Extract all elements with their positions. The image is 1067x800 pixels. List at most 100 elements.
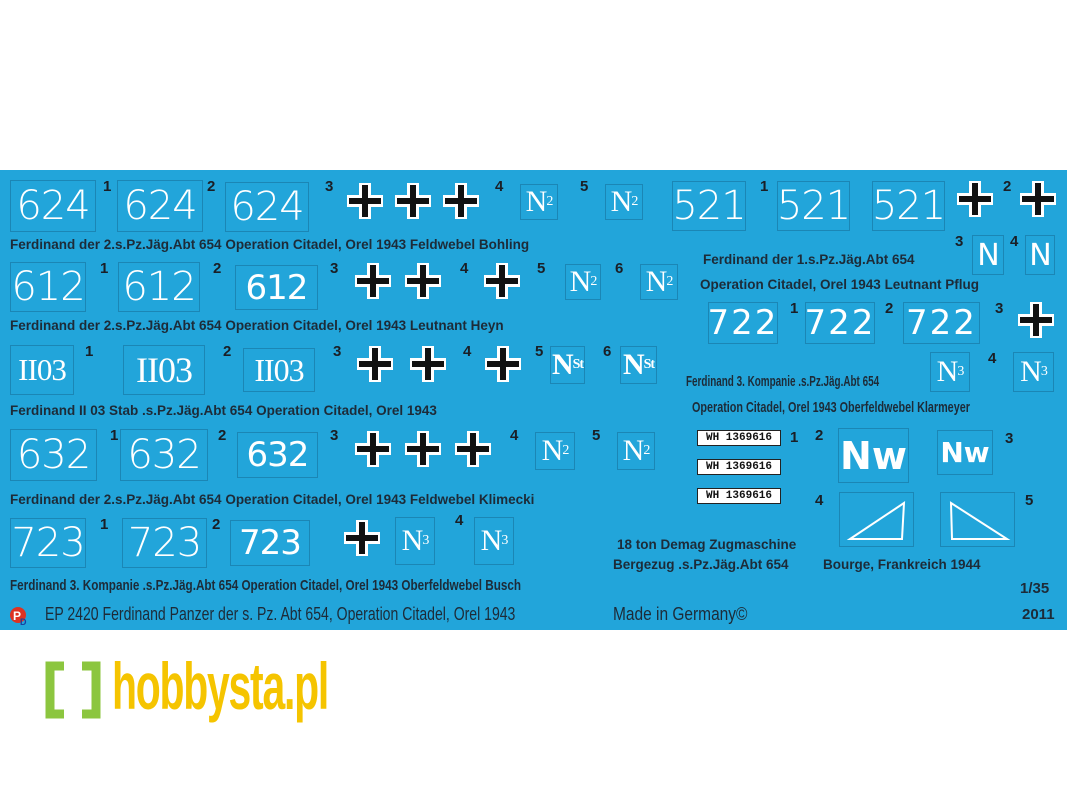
mark-letter: N bbox=[622, 348, 645, 381]
svg-text:D: D bbox=[20, 617, 27, 626]
balkenkreuz-icon bbox=[405, 263, 441, 299]
license-plate: WH 1369616 bbox=[697, 459, 781, 475]
decal-index: 4 bbox=[988, 350, 997, 367]
decal-index: 6 bbox=[603, 343, 612, 360]
caption: 18 ton Demag Zugmaschine bbox=[617, 537, 797, 552]
made-in-label: Made in Germany© bbox=[613, 604, 748, 624]
tactical-mark-nw: Nw bbox=[937, 430, 993, 475]
mark-letter: N bbox=[525, 185, 548, 218]
mark-sub: 3 bbox=[1040, 364, 1048, 379]
caption: Ferdinand 3. Kompanie .s.Pz.Jäg.Abt 654 bbox=[686, 373, 880, 390]
license-plate: WH 1369616 bbox=[697, 430, 781, 446]
decal-index: 3 bbox=[955, 233, 964, 250]
decal-index: 4 bbox=[463, 343, 472, 360]
tactical-mark: N bbox=[972, 235, 1004, 275]
decal-index: 1 bbox=[790, 300, 799, 317]
balkenkreuz-icon bbox=[443, 183, 479, 219]
mark-sub: 2 bbox=[631, 194, 638, 209]
decal-index: 3 bbox=[325, 178, 334, 195]
balkenkreuz-icon bbox=[484, 263, 520, 299]
mark-sub: St bbox=[643, 357, 655, 372]
tactical-mark-nw: Nw bbox=[838, 428, 909, 483]
decal-index: 2 bbox=[213, 260, 222, 277]
caption: Operation Citadel, Orel 1943 Leutnant Pf… bbox=[700, 277, 980, 292]
caption: Ferdinand II 03 Stab .s.Pz.Jäg.Abt 654 O… bbox=[10, 403, 437, 418]
mark-sub: 3 bbox=[957, 364, 964, 379]
decal-index: 1 bbox=[85, 343, 94, 360]
decal-number: 722 bbox=[708, 302, 778, 344]
triangle-mark-icon bbox=[940, 492, 1015, 547]
scale-label: 1/35 bbox=[1020, 580, 1050, 597]
caption: Bourge, Frankreich 1944 bbox=[823, 557, 981, 572]
watermark-bracket-icon bbox=[42, 660, 104, 720]
decal-index: 4 bbox=[455, 512, 464, 529]
mark-sub: 2 bbox=[643, 443, 650, 458]
decal-number: 632 bbox=[120, 429, 208, 481]
decal-number: 521 bbox=[872, 181, 945, 231]
decal-index: 3 bbox=[330, 427, 339, 444]
decal-number: 612 bbox=[235, 265, 318, 310]
decal-index: 3 bbox=[995, 300, 1004, 317]
mark-sub: 2 bbox=[666, 274, 673, 289]
caption: Operation Citadel, Orel 1943 Oberfeldweb… bbox=[692, 399, 970, 416]
balkenkreuz-icon bbox=[357, 346, 393, 382]
decal-index: 2 bbox=[815, 427, 824, 444]
mark-letter: N bbox=[645, 265, 668, 298]
decal-index: 5 bbox=[580, 178, 589, 195]
mark-letter: N bbox=[569, 265, 592, 298]
balkenkreuz-icon bbox=[395, 183, 431, 219]
decal-index: 3 bbox=[330, 260, 339, 277]
decal-number: 521 bbox=[777, 181, 850, 231]
balkenkreuz-icon bbox=[455, 431, 491, 467]
decal-index: 3 bbox=[1005, 430, 1014, 447]
caption: Ferdinand der 2.s.Pz.Jäg.Abt 654 Operati… bbox=[10, 492, 535, 507]
caption: Ferdinand der 2.s.Pz.Jäg.Abt 654 Operati… bbox=[10, 318, 504, 333]
balkenkreuz-icon bbox=[1018, 302, 1054, 338]
decal-index: 5 bbox=[535, 343, 544, 360]
mark-sub: 2 bbox=[590, 274, 597, 289]
mark-letter: N bbox=[1020, 355, 1042, 388]
decal-index: 2 bbox=[885, 300, 894, 317]
mark-sub: 2 bbox=[546, 194, 553, 209]
mark-letter: N bbox=[610, 185, 633, 218]
mark-letter: N bbox=[622, 434, 645, 467]
mark-letter: N bbox=[551, 348, 574, 381]
caption: Ferdinand der 2.s.Pz.Jäg.Abt 654 Operati… bbox=[10, 237, 530, 252]
year-label: 2011 bbox=[1022, 606, 1055, 623]
balkenkreuz-icon bbox=[1020, 181, 1056, 217]
decal-number: II03 bbox=[123, 345, 205, 395]
decal-index: 1 bbox=[760, 178, 769, 195]
decal-index: 1 bbox=[790, 429, 799, 446]
decal-index: 2 bbox=[207, 178, 216, 195]
decal-index: 5 bbox=[1025, 492, 1034, 509]
decal-index: 5 bbox=[537, 260, 546, 277]
decal-index: 1 bbox=[100, 260, 109, 277]
balkenkreuz-icon bbox=[347, 183, 383, 219]
decal-number: 521 bbox=[672, 181, 746, 231]
decal-index: 6 bbox=[615, 260, 624, 277]
decal-number: II03 bbox=[10, 345, 74, 395]
tactical-mark: N St bbox=[620, 346, 657, 384]
decal-index: 2 bbox=[212, 516, 221, 533]
decal-number: 632 bbox=[10, 429, 97, 481]
mark-sub: 3 bbox=[422, 533, 429, 548]
balkenkreuz-icon bbox=[344, 520, 380, 556]
decal-number: II03 bbox=[243, 348, 315, 392]
decal-number: 624 bbox=[225, 182, 309, 232]
decal-index: 5 bbox=[592, 427, 601, 444]
decal-number: 723 bbox=[122, 518, 207, 568]
balkenkreuz-icon bbox=[405, 431, 441, 467]
decal-number: 632 bbox=[237, 432, 318, 478]
balkenkreuz-icon bbox=[355, 263, 391, 299]
